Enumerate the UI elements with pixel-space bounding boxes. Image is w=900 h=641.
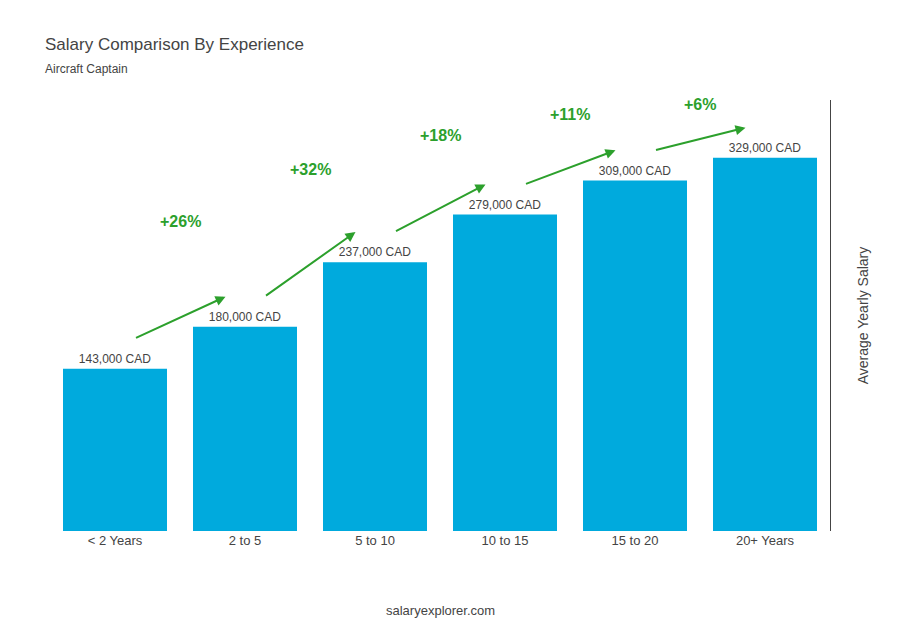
svg-text:279,000 CAD: 279,000 CAD — [469, 198, 541, 212]
svg-text:329,000 CAD: 329,000 CAD — [729, 141, 801, 155]
svg-text:+32%: +32% — [290, 161, 331, 178]
svg-text:5 to 10: 5 to 10 — [355, 533, 395, 548]
svg-text:Average Yearly Salary: Average Yearly Salary — [855, 247, 871, 385]
svg-text:2 to 5: 2 to 5 — [229, 533, 262, 548]
svg-text:20+ Years: 20+ Years — [736, 533, 795, 548]
svg-text:143,000 CAD: 143,000 CAD — [79, 352, 151, 366]
svg-text:309,000 CAD: 309,000 CAD — [599, 164, 671, 178]
svg-text:+26%: +26% — [160, 213, 201, 230]
svg-text:salaryexplorer.com: salaryexplorer.com — [386, 603, 495, 618]
svg-text:Salary Comparison By Experienc: Salary Comparison By Experience — [45, 35, 304, 54]
svg-text:+11%: +11% — [550, 106, 590, 123]
svg-text:180,000 CAD: 180,000 CAD — [209, 310, 281, 324]
svg-text:+6%: +6% — [684, 96, 716, 113]
svg-text:10 to 15: 10 to 15 — [482, 533, 529, 548]
svg-text:15 to 20: 15 to 20 — [612, 533, 659, 548]
svg-text:< 2 Years: < 2 Years — [88, 533, 143, 548]
svg-text:237,000 CAD: 237,000 CAD — [339, 245, 411, 259]
svg-text:+18%: +18% — [420, 127, 461, 144]
svg-text:Aircraft Captain: Aircraft Captain — [45, 62, 128, 76]
